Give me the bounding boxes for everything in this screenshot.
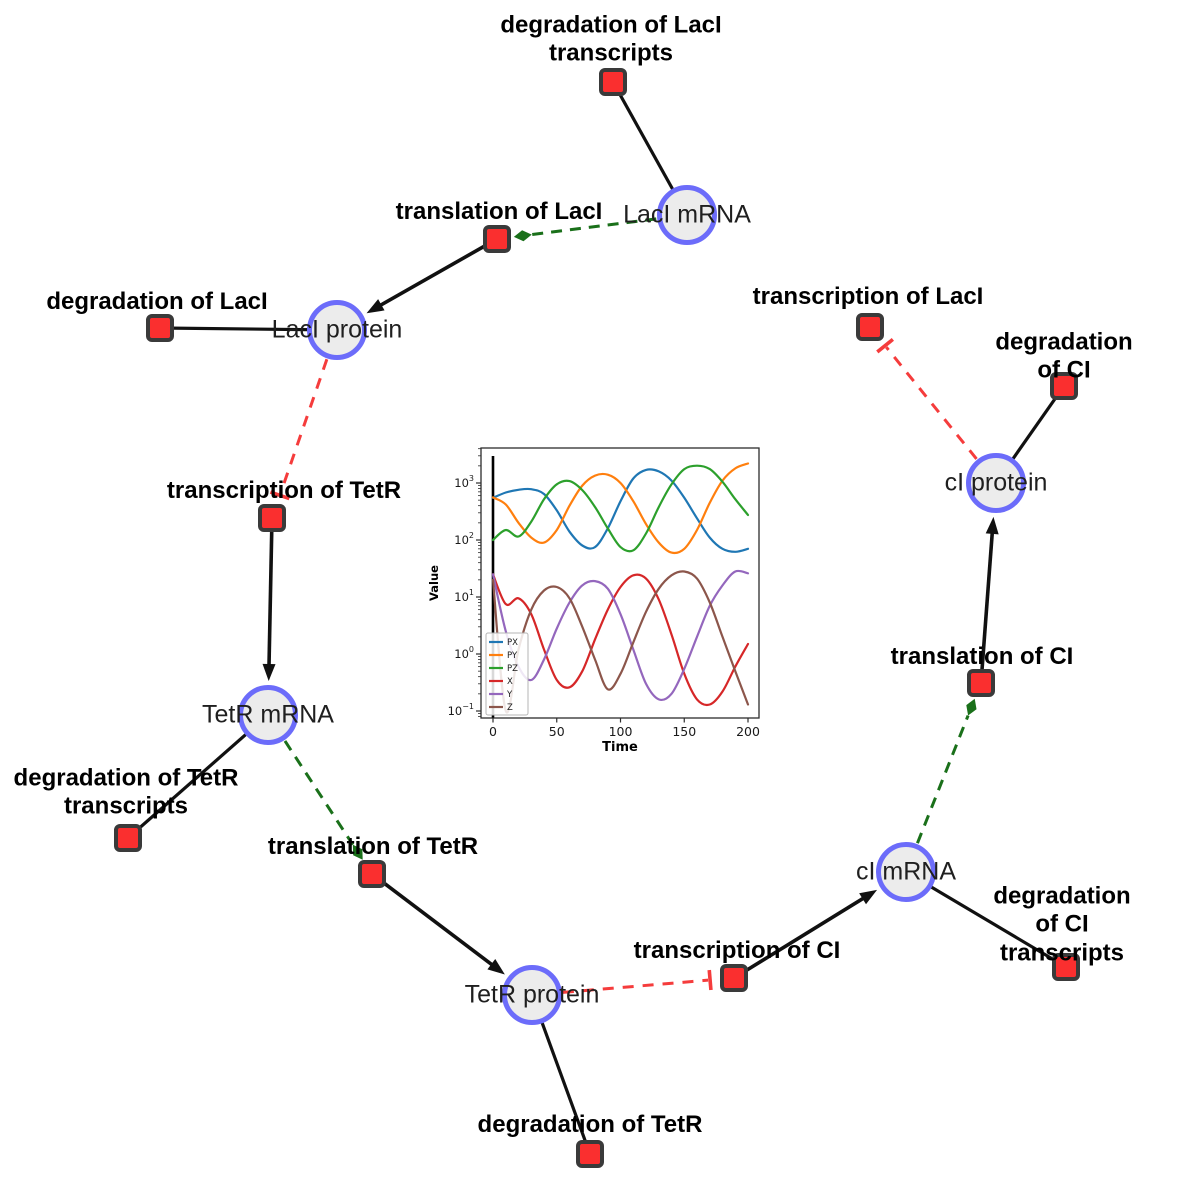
reaction-label-deg-tetr-tx: degradation of TetR transcripts: [13, 764, 239, 820]
edge-ci-mrna-translation-ci: [916, 698, 977, 844]
x-tick-label: 200: [736, 724, 760, 739]
x-tick-label: 100: [609, 724, 633, 739]
edge-translation-tetr-tetr-protein: [370, 872, 505, 975]
reaction-label-deg-ci-tx: degradation of CI transcripts: [993, 882, 1131, 967]
legend-entry-PX: PX: [507, 638, 518, 648]
species-label-laci-protein: LacI protein: [271, 315, 403, 344]
reaction-node-deg-laci-tx[interactable]: [599, 68, 627, 96]
chart-legend: PX PY PZ XYZ: [485, 632, 529, 716]
x-tick-label: 150: [672, 724, 696, 739]
chart-ylabel: Value: [427, 565, 441, 601]
reaction-label-translation-ci: translation of CI: [890, 642, 1074, 670]
species-label-tetr-protein: TetR protein: [464, 980, 600, 1009]
reaction-label-deg-tetr: degradation of TetR: [477, 1110, 703, 1138]
chart-series-PY: [491, 462, 750, 555]
y-tick-label: 10−1: [448, 702, 474, 718]
reaction-node-deg-tetr-tx[interactable]: [114, 824, 142, 852]
species-label-laci-mrna: LacI mRNA: [623, 200, 751, 229]
y-tick-label: 101: [454, 588, 474, 604]
chart-series-Y: [491, 569, 750, 702]
chart-series-PX: [491, 468, 750, 553]
reaction-label-transcription-tetr: transcription of TetR: [166, 476, 402, 504]
reaction-node-translation-ci[interactable]: [967, 669, 995, 697]
chart-series-Z: [491, 570, 750, 714]
reaction-label-transcription-laci: transcription of LacI: [752, 282, 984, 310]
reaction-label-deg-laci: degradation of LacI: [46, 287, 268, 315]
y-tick-label: 102: [454, 531, 474, 547]
legend-entry-X: X: [507, 677, 513, 687]
species-label-ci-protein: cI protein: [944, 468, 1048, 497]
chart-xlabel: Time: [602, 740, 638, 755]
x-tick-label: 0: [489, 724, 497, 739]
reaction-label-translation-tetr: translation of TetR: [267, 832, 479, 860]
reaction-node-transcription-laci[interactable]: [856, 313, 884, 341]
chart-series-PZ: [491, 464, 750, 553]
reaction-label-translation-laci: translation of LacI: [395, 197, 603, 225]
edge-transcription-tetr-tetr-mrna: [262, 517, 276, 682]
legend-entry-Y: Y: [506, 690, 513, 700]
legend-entry-Z: Z: [507, 703, 513, 713]
reaction-node-transcription-tetr[interactable]: [258, 504, 286, 532]
y-tick-label: 100: [454, 645, 474, 661]
reaction-node-translation-tetr[interactable]: [358, 860, 386, 888]
chart-series-X: [491, 573, 750, 707]
reaction-node-transcription-ci[interactable]: [720, 964, 748, 992]
reaction-label-transcription-ci: transcription of CI: [633, 936, 841, 964]
reaction-node-deg-tetr[interactable]: [576, 1140, 604, 1168]
x-tick-label: 50: [549, 724, 565, 739]
reaction-node-deg-laci[interactable]: [146, 314, 174, 342]
chart-axes-frame: [480, 447, 760, 719]
reaction-node-translation-laci[interactable]: [483, 225, 511, 253]
edge-ci-protein-transcription-laci: [876, 337, 978, 460]
legend-entry-PY: PY: [507, 651, 518, 661]
legend-entry-PZ: PZ: [507, 664, 518, 674]
reaction-label-deg-ci: degradation of CI: [995, 328, 1133, 384]
species-label-tetr-mrna: TetR mRNA: [202, 700, 334, 729]
y-tick-label: 103: [454, 474, 474, 490]
edge-translation-laci-laci-protein: [366, 237, 498, 314]
species-label-ci-mrna: cI mRNA: [856, 857, 956, 886]
reaction-label-deg-laci-tx: degradation of LacI transcripts: [500, 11, 722, 67]
